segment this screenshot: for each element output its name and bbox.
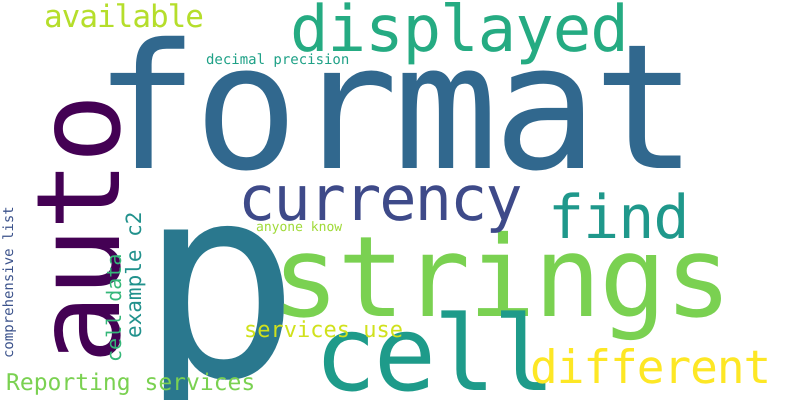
word-find: find — [548, 183, 689, 253]
word-example-c2: example c2 — [122, 211, 146, 338]
word-comprehensive-list: comprehensive list — [1, 206, 17, 358]
word-reporting-services: Reporting services — [6, 370, 256, 396]
word-currency: currency — [238, 162, 523, 235]
word-different: different — [530, 340, 771, 394]
word-anyone-know: anyone know — [256, 220, 343, 235]
word-strings: strings — [272, 213, 732, 343]
word-displayed: displayed — [290, 0, 629, 67]
word-available: available — [44, 0, 204, 35]
word-cell: cell — [314, 293, 555, 400]
word-decimal-precision: decimal precision — [206, 52, 350, 68]
word-format: format — [94, 7, 698, 210]
word-services-use: services use — [244, 318, 403, 343]
word-p: p — [139, 128, 301, 400]
word-cell-data: cell data — [102, 253, 126, 362]
